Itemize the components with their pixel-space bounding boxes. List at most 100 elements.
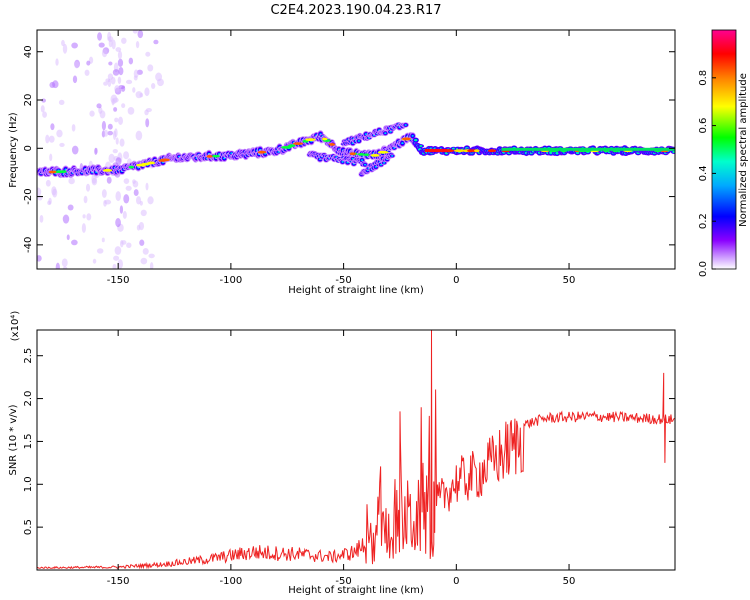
spectrogram-speckle (94, 147, 98, 155)
spectrogram-speckle (142, 248, 149, 255)
spectrogram-speckle (133, 189, 139, 196)
spectrogram-speckle (68, 177, 75, 185)
spectrogram-speckle (37, 187, 42, 197)
spectrogram-speckle (40, 105, 45, 113)
spectrogram-speckle (74, 61, 80, 69)
spectrogram-hotspot (257, 150, 267, 154)
colorbar-tick-label: 0.0 (698, 261, 709, 277)
spectrogram-speckle (103, 129, 109, 137)
spectrogram-speckle (39, 215, 44, 223)
spectrogram-hotspot (322, 137, 328, 141)
spectrogram-carrier (501, 147, 675, 151)
spectrogram-x-tick-label: 0 (453, 275, 459, 286)
spectrogram-speckle (85, 183, 91, 192)
snr-y-tick-label: 1.0 (23, 476, 34, 492)
snr-plot-area (37, 330, 675, 570)
snr-x-ticks: -150 -100 -50 0 50 (107, 330, 576, 587)
spectrogram-speckle (101, 237, 105, 243)
spectrogram-y-tick-label: 20 (23, 94, 34, 107)
spectrogram-speckle (52, 188, 58, 198)
colorbar-gradient (711, 29, 737, 270)
colorbar-ticks: 0.0 0.2 0.4 0.6 0.8 (698, 70, 716, 277)
snr-frame (36, 329, 676, 571)
spectrogram-speckle (107, 123, 113, 130)
spectrogram-speckle (115, 218, 121, 228)
spectrogram-speckle (144, 87, 150, 97)
spectrogram-speckle (45, 179, 51, 187)
spectrogram-speckle (82, 214, 86, 219)
spectrogram-hotspot (211, 154, 221, 158)
colorbar-tick-label: 0.4 (698, 165, 709, 181)
spectrogram-speckle (47, 200, 52, 206)
snr-y-tick-label: 1.5 (23, 433, 34, 449)
spectrogram-y-tick-label: -20 (23, 188, 34, 204)
spectrogram-speckle (101, 48, 108, 58)
spectrogram-branch (360, 159, 364, 162)
spectrogram-hotspot (280, 145, 292, 149)
spectrogram-speckle (42, 111, 47, 118)
colorbar-tick-label: 0.8 (698, 70, 709, 86)
spectrogram-speckle (101, 189, 107, 198)
spectrogram-band (277, 151, 280, 153)
spectrogram-speckle (99, 110, 106, 119)
spectrogram-hotspot (128, 165, 135, 169)
spectrogram-speckle (139, 200, 143, 206)
spectrogram-hotspot (474, 149, 480, 153)
spectrogram-hotspot (453, 149, 465, 153)
spectrogram-band (549, 151, 553, 154)
spectrogram-y-axis-label: Frequency (Hz) (8, 112, 19, 188)
spectrogram-speckle (49, 153, 53, 162)
spectrogram-speckle (114, 246, 122, 255)
spectrogram-hotspot (60, 170, 67, 174)
spectrogram-speckle (144, 109, 149, 116)
spectrogram-speckle (41, 98, 46, 103)
spectrogram-speckle (83, 195, 88, 204)
snr-y-axis-label: SNR (10 * v/v) (8, 404, 19, 475)
spectrogram-speckle (123, 151, 130, 160)
spectrogram-speckle (119, 205, 124, 214)
spectrogram-speckle (119, 239, 124, 248)
spectrogram-hotspot (363, 153, 370, 157)
spectrogram-hotspot (48, 170, 57, 174)
snr-series-line (37, 330, 675, 570)
spectrogram-speckle (92, 258, 97, 264)
spectrogram-speckle (89, 110, 95, 117)
spectrogram-speckle (132, 87, 136, 93)
spectrogram-speckle (71, 239, 78, 246)
spectrogram-hotspot (287, 144, 296, 148)
spectrogram-speckle (107, 36, 114, 42)
spectrogram-speckle (58, 99, 65, 106)
spectrogram-speckle (147, 196, 154, 205)
spectrogram-branch (404, 124, 407, 126)
spectrogram-speckle (107, 78, 112, 87)
spectrogram-speckle (104, 199, 112, 205)
spectrogram-speckle (125, 185, 132, 191)
spectrogram-speckle (145, 118, 150, 128)
spectrogram-hotspot (158, 159, 167, 162)
spectrogram-hotspot (357, 152, 365, 156)
colorbar-tick-label: 0.6 (698, 118, 709, 134)
spectrogram-speckle (132, 179, 136, 184)
snr-x-tick-label: 50 (563, 576, 576, 587)
snr-y-tick-label: 0.5 (23, 519, 34, 535)
spectrogram-speckle (151, 82, 156, 90)
snr-y-tick-label: 2.5 (23, 348, 34, 364)
spectrogram-hotspot (370, 153, 380, 157)
spectrogram-speckle (139, 93, 144, 98)
spectrogram-speckle (71, 42, 78, 49)
spectrogram-speckle (148, 253, 155, 259)
spectrogram-speckle (139, 239, 145, 246)
spectrogram-y-tick-label: -40 (23, 237, 34, 253)
spectrogram-speckle (72, 75, 78, 84)
spectrogram-speckle (133, 69, 139, 78)
spectrogram-speckle (117, 76, 122, 85)
spectrogram-speckle (119, 138, 125, 147)
spectrogram-speckle (149, 262, 154, 269)
spectrogram-hotspot (467, 149, 474, 153)
spectrogram-branch (357, 140, 361, 142)
spectrogram-x-tick-label: -150 (107, 275, 130, 286)
spectrogram-speckle (128, 57, 134, 65)
spectrogram-speckle (126, 242, 132, 249)
snr-multiplier-label: (x10⁴) (10, 311, 21, 342)
